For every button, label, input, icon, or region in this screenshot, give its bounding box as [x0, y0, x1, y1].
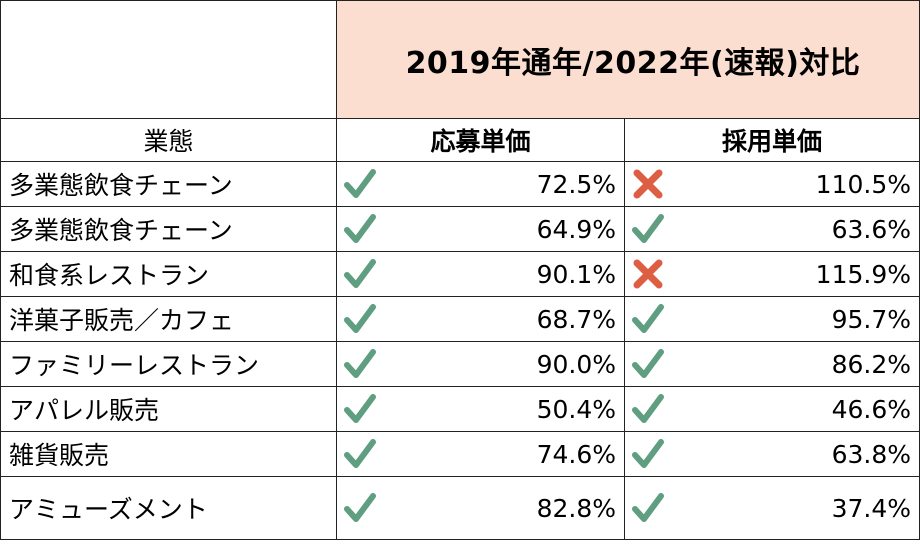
- application-price-cell[interactable]: 82.8%: [336, 476, 625, 540]
- table-row: 雑貨販売 74.6% 63.8%: [0, 431, 920, 477]
- hiring-price-cell[interactable]: 95.7%: [624, 296, 920, 342]
- hiring-price-value: 110.5%: [815, 169, 911, 199]
- empty-corner-cell[interactable]: [0, 0, 337, 119]
- hiring-price-value: 63.8%: [831, 439, 911, 469]
- hiring-price-value: 37.4%: [831, 493, 911, 523]
- application-price-cell[interactable]: 90.1%: [336, 251, 625, 297]
- business-type-cell[interactable]: アミューズメント: [0, 476, 337, 540]
- check-icon: [344, 259, 376, 288]
- comparison-title: 2019年通年/2022年(速報)対比: [405, 45, 861, 81]
- check-icon: [632, 493, 664, 522]
- check-icon: [632, 304, 664, 333]
- application-price-cell[interactable]: 68.7%: [336, 296, 625, 342]
- application-price-value: 82.8%: [536, 493, 616, 523]
- business-type: 和食系レストラン: [9, 261, 210, 290]
- hiring-price-value: 46.6%: [831, 394, 911, 424]
- table-row: アパレル販売 50.4% 46.6%: [0, 386, 920, 432]
- business-type: 多業態飲食チェーン: [9, 171, 233, 200]
- application-price-value: 68.7%: [536, 304, 616, 334]
- header-hiring-price-cell[interactable]: 採用単価: [624, 118, 920, 162]
- business-type-cell[interactable]: 多業態飲食チェーン: [0, 206, 337, 252]
- hiring-price-cell[interactable]: 63.8%: [624, 431, 920, 477]
- hiring-price-value: 86.2%: [831, 349, 911, 379]
- check-icon: [632, 349, 664, 378]
- hiring-price-cell[interactable]: 86.2%: [624, 341, 920, 387]
- hiring-price-value: 63.6%: [831, 214, 911, 244]
- business-type: 洋菓子販売／カフェ: [9, 306, 235, 335]
- hiring-price-value: 115.9%: [815, 259, 911, 289]
- application-price-value: 50.4%: [536, 394, 616, 424]
- hiring-price-cell[interactable]: 115.9%: [624, 251, 920, 297]
- header-application-price-cell[interactable]: 応募単価: [336, 118, 625, 162]
- hiring-price-value: 95.7%: [831, 304, 911, 334]
- header-application-price: 応募単価: [430, 127, 531, 156]
- application-price-cell[interactable]: 64.9%: [336, 206, 625, 252]
- business-type: 雑貨販売: [9, 441, 110, 470]
- application-price-value: 90.1%: [536, 259, 616, 289]
- application-price-cell[interactable]: 50.4%: [336, 386, 625, 432]
- application-price-cell[interactable]: 72.5%: [336, 161, 625, 207]
- application-price-cell[interactable]: 90.0%: [336, 341, 625, 387]
- application-price-value: 90.0%: [536, 349, 616, 379]
- check-icon: [344, 493, 376, 522]
- check-icon: [344, 169, 376, 198]
- application-price-value: 74.6%: [536, 439, 616, 469]
- check-icon: [344, 304, 376, 333]
- check-icon: [632, 394, 664, 423]
- hiring-price-cell[interactable]: 63.6%: [624, 206, 920, 252]
- business-type: ファミリーレストラン: [9, 351, 260, 380]
- header-business-type: 業態: [143, 127, 194, 156]
- check-icon: [632, 439, 664, 468]
- header-business-type-cell[interactable]: 業態: [0, 118, 337, 162]
- table-row: ファミリーレストラン 90.0% 86.2%: [0, 341, 920, 387]
- hiring-price-cell[interactable]: 110.5%: [624, 161, 920, 207]
- application-price-value: 64.9%: [536, 214, 616, 244]
- check-icon: [344, 439, 376, 468]
- check-icon: [344, 214, 376, 243]
- business-type-cell[interactable]: アパレル販売: [0, 386, 337, 432]
- check-icon: [344, 394, 376, 423]
- business-type-cell[interactable]: 洋菓子販売／カフェ: [0, 296, 337, 342]
- hiring-price-cell[interactable]: 46.6%: [624, 386, 920, 432]
- cross-icon: [633, 259, 663, 289]
- business-type-cell[interactable]: ファミリーレストラン: [0, 341, 337, 387]
- check-icon: [344, 349, 376, 378]
- check-icon: [632, 214, 664, 243]
- business-type: 多業態飲食チェーン: [9, 216, 233, 245]
- table-row: 洋菓子販売／カフェ 68.7% 95.7%: [0, 296, 920, 342]
- table-row: 多業態飲食チェーン 64.9% 63.6%: [0, 206, 920, 252]
- business-type: アパレル販売: [9, 396, 160, 425]
- header-hiring-price: 採用単価: [721, 127, 822, 156]
- business-type-cell[interactable]: 雑貨販売: [0, 431, 337, 477]
- table-row: アミューズメント 82.8% 37.4%: [0, 476, 920, 540]
- application-price-value: 72.5%: [536, 169, 616, 199]
- comparison-table: 2019年通年/2022年(速報)対比 業態 応募単価 採用単価 多業態飲食チェ…: [0, 0, 920, 540]
- business-type-cell[interactable]: 多業態飲食チェーン: [0, 161, 337, 207]
- business-type-cell[interactable]: 和食系レストラン: [0, 251, 337, 297]
- title-row: 2019年通年/2022年(速報)対比: [0, 0, 920, 119]
- business-type: アミューズメント: [9, 495, 208, 524]
- table-row: 多業態飲食チェーン 72.5% 110.5%: [0, 161, 920, 207]
- hiring-price-cell[interactable]: 37.4%: [624, 476, 920, 540]
- table-row: 和食系レストラン 90.1% 115.9%: [0, 251, 920, 297]
- comparison-title-cell[interactable]: 2019年通年/2022年(速報)対比: [336, 0, 920, 119]
- cross-icon: [633, 169, 663, 199]
- application-price-cell[interactable]: 74.6%: [336, 431, 625, 477]
- column-header-row: 業態 応募単価 採用単価: [0, 118, 920, 162]
